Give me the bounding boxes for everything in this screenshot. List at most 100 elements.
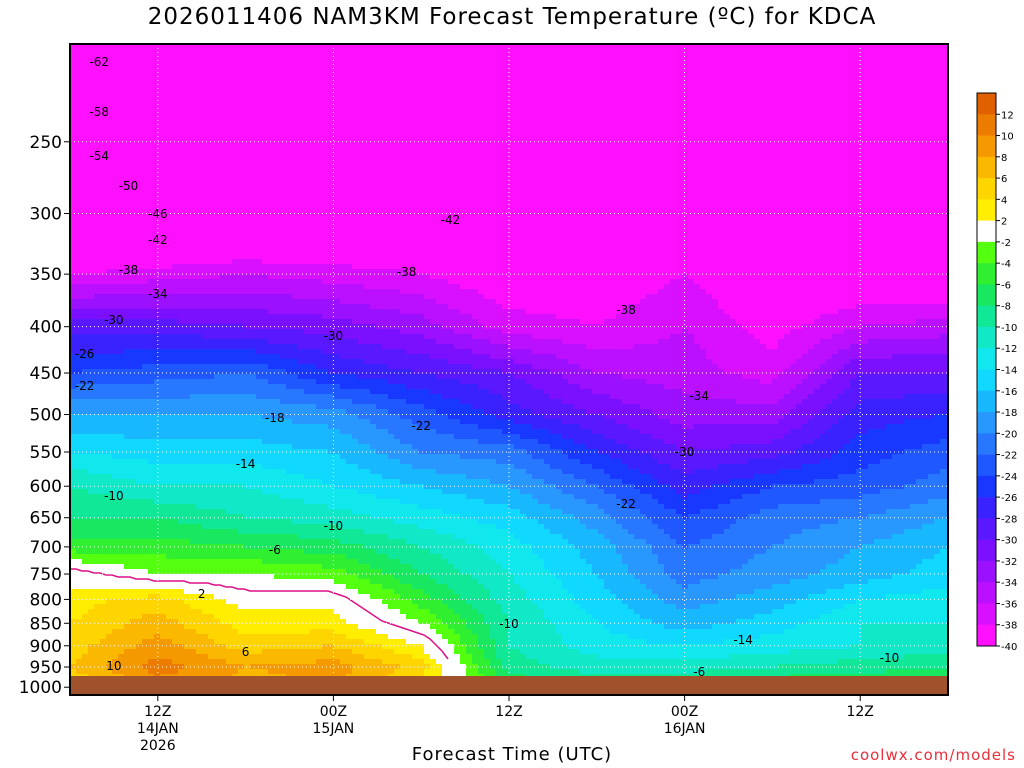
colorbar-label: 4 bbox=[1001, 195, 1007, 206]
colorbar-swatch bbox=[977, 369, 996, 392]
colorbar-swatch bbox=[977, 241, 996, 264]
colorbar-label: 12 bbox=[1001, 110, 1014, 121]
colorbar-label: -24 bbox=[1001, 472, 1017, 483]
colorbar-label: -18 bbox=[1001, 408, 1017, 419]
colorbar-swatch bbox=[977, 199, 996, 221]
y-tick-label: 950 bbox=[30, 658, 62, 678]
contour-label: -10 bbox=[880, 651, 900, 665]
colorbar-swatch bbox=[977, 603, 996, 626]
credit-text: coolwx.com/models bbox=[850, 746, 1016, 764]
contour-label: -62 bbox=[89, 55, 109, 69]
contour-label: -30 bbox=[324, 329, 344, 343]
colorbar: 12 10 8 6 4 2 -2 -4 -6 -8 -10 -12 -14 -16 -18 -20 -22 -24… bbox=[976, 92, 1017, 653]
x-axis-label: Forecast Time (UTC) bbox=[411, 744, 613, 765]
contour-label: -58 bbox=[89, 105, 109, 119]
contour-label: -22 bbox=[75, 379, 95, 393]
colorbar-label: -12 bbox=[1001, 344, 1017, 355]
grid-lines bbox=[70, 44, 948, 695]
colorbar-label: -14 bbox=[1001, 366, 1017, 377]
y-tick-label: 600 bbox=[30, 477, 62, 497]
colorbar-swatch bbox=[977, 582, 996, 604]
contour-label: -10 bbox=[104, 489, 124, 503]
colorbar-swatch bbox=[977, 454, 996, 477]
colorbar-label: -40 bbox=[1001, 642, 1017, 653]
y-tick-label: 650 bbox=[30, 509, 62, 529]
y-tick-label: 400 bbox=[30, 318, 62, 338]
colorbar-swatch bbox=[977, 560, 996, 583]
contour-label: -10 bbox=[499, 617, 519, 631]
colorbar-label: -34 bbox=[1001, 578, 1017, 589]
colorbar-swatch bbox=[977, 348, 996, 370]
colorbar-swatch bbox=[977, 497, 996, 519]
freezing-isotherm bbox=[70, 568, 449, 660]
colorbar-label: 10 bbox=[1001, 132, 1014, 143]
colorbar-label: -26 bbox=[1001, 493, 1017, 504]
colorbar-label: -38 bbox=[1001, 621, 1017, 632]
ground-surface bbox=[70, 676, 948, 695]
colorbar-label: -32 bbox=[1001, 557, 1017, 568]
chart-title: 2026011406 NAM3KM Forecast Temperature (… bbox=[147, 4, 877, 30]
y-tick-label: 1000 bbox=[19, 678, 62, 698]
colorbar-label: -28 bbox=[1001, 514, 1017, 525]
colorbar-label: -16 bbox=[1001, 387, 1017, 398]
colorbar-label: -20 bbox=[1001, 429, 1017, 440]
y-tick-label: 450 bbox=[30, 364, 62, 384]
contour-label: -22 bbox=[616, 497, 636, 511]
contour-label: -6 bbox=[269, 543, 281, 557]
colorbar-label: 8 bbox=[1001, 153, 1007, 164]
colorbar-label: -4 bbox=[1001, 259, 1011, 270]
contour-label: -46 bbox=[148, 207, 168, 221]
contour-label: -34 bbox=[689, 389, 709, 403]
contour-label: -42 bbox=[148, 233, 168, 247]
colorbar-swatch bbox=[977, 624, 996, 647]
contour-label: 10 bbox=[106, 659, 121, 673]
contour-label: -38 bbox=[397, 265, 417, 279]
contour-label: -18 bbox=[265, 411, 285, 425]
contour-label: 2 bbox=[198, 587, 206, 601]
colorbar-swatch bbox=[977, 326, 996, 349]
contour-label: -22 bbox=[411, 419, 431, 433]
contour-label: -30 bbox=[675, 445, 695, 459]
contour-label: -6 bbox=[693, 665, 705, 679]
contour-label: -38 bbox=[119, 263, 139, 277]
y-tick-label: 250 bbox=[30, 133, 62, 153]
colorbar-swatch bbox=[977, 114, 996, 136]
x-tick-label: 2026 bbox=[140, 738, 176, 754]
y-tick-label: 300 bbox=[30, 204, 62, 224]
colorbar-swatch bbox=[977, 390, 996, 413]
x-tick-label: 14JAN bbox=[137, 721, 179, 737]
x-tick-label: 16JAN bbox=[664, 721, 706, 737]
x-tick-label: 12Z bbox=[495, 704, 522, 720]
contour-label: -54 bbox=[89, 149, 109, 163]
colorbar-swatch bbox=[977, 305, 996, 328]
y-tick-label: 900 bbox=[30, 637, 62, 657]
contour-label: -30 bbox=[104, 313, 124, 327]
colorbar-label: -36 bbox=[1001, 599, 1017, 610]
colorbar-label: -22 bbox=[1001, 451, 1017, 462]
contour-labels: -62-58-54-50-46-42-38-34-30-26-22-18-14-… bbox=[75, 55, 899, 679]
x-tick-label: 12Z bbox=[144, 704, 171, 720]
colorbar-label: -10 bbox=[1001, 323, 1017, 334]
contour-label: -14 bbox=[236, 457, 256, 471]
y-tick-label: 550 bbox=[30, 443, 62, 463]
colorbar-label: -8 bbox=[1001, 302, 1011, 313]
contour-label: -50 bbox=[119, 179, 139, 193]
contour-label: -10 bbox=[324, 519, 344, 533]
y-axis: 250 300 350 400 450 500 550 600 650 700 750 800 850 9… bbox=[19, 133, 70, 698]
y-tick-label: 800 bbox=[30, 590, 62, 610]
y-tick-label: 750 bbox=[30, 565, 62, 585]
colorbar-label: 6 bbox=[1001, 174, 1007, 185]
colorbar-swatch bbox=[977, 178, 996, 200]
contour-label: -34 bbox=[148, 287, 168, 301]
x-tick-label: 00Z bbox=[320, 704, 347, 720]
contour-label: -38 bbox=[616, 303, 636, 317]
colorbar-swatch bbox=[977, 263, 996, 285]
colorbar-swatch bbox=[977, 412, 996, 434]
y-tick-label: 350 bbox=[30, 265, 62, 285]
colorbar-label: -30 bbox=[1001, 536, 1017, 547]
colorbar-swatch bbox=[977, 539, 996, 562]
freezing-line bbox=[70, 568, 449, 660]
colorbar-label: -6 bbox=[1001, 280, 1011, 291]
